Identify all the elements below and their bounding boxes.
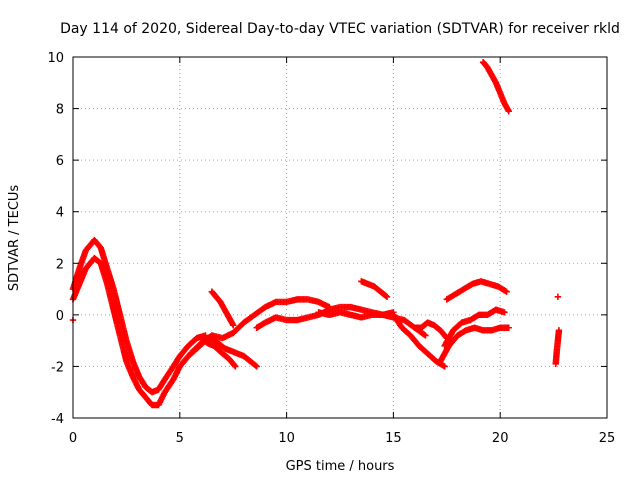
y-tick-label: 8 [56,103,64,118]
x-tick-label: 10 [278,431,295,446]
data-point [501,309,508,316]
y-tick-label: 4 [56,206,64,221]
series-arc-6-7 [197,334,239,370]
data-point [382,292,390,300]
series-arc-19-20-high [479,58,512,115]
y-axis-label: SDTVAR / TECUs [7,185,22,292]
y-tick-label: 2 [56,257,64,272]
tick-layer: 0 5 10 15 20 25 -4 -2 0 2 4 6 8 10 [47,51,615,446]
data-point [421,331,428,338]
data-point [505,107,512,115]
series-layer [69,58,563,409]
series-point-22-top [554,293,562,301]
y-tick-label: -4 [51,412,64,427]
data-point [555,327,563,334]
plot-frame [72,56,608,419]
x-tick-label: 25 [599,431,616,446]
x-tick-label: 5 [176,431,184,446]
data-point [383,293,391,301]
x-tick-label: 15 [385,431,402,446]
data-point [232,363,239,370]
data-point [252,362,259,369]
data-point [554,293,562,301]
series-arc-13-15 [358,278,391,301]
series-arc-main-lower [69,254,218,409]
x-tick-label: 0 [69,431,77,446]
data-point [230,321,237,329]
data-point [231,362,238,369]
data-point [505,324,512,331]
series-arc-16-17 [411,319,450,342]
data-point [422,332,429,339]
series-arc-main-upper [69,236,209,396]
series-arc-22-23 [552,327,563,368]
series-arc-5-to-8 [187,296,333,357]
y-tick-label: 6 [56,154,64,169]
grid-layer [73,57,607,418]
series-arc-6-short [208,288,237,329]
data-point [253,363,260,370]
data-point [503,288,510,295]
y-tick-label: 10 [47,51,64,66]
series-arc-6-8 [208,334,260,370]
chart-title: Day 114 of 2020, Sidereal Day-to-day VTE… [60,21,620,37]
y-tick-label: -2 [51,360,64,375]
x-axis-label: GPS time / hours [286,459,395,474]
series-arc-17-20b [441,306,508,349]
data-point [441,363,448,370]
series-arc-18-20 [443,278,510,303]
y-tick-label: 0 [56,309,64,324]
x-tick-label: 20 [492,431,509,446]
series-arc-12-15 [315,309,429,339]
series-arc-17-20 [437,324,512,365]
